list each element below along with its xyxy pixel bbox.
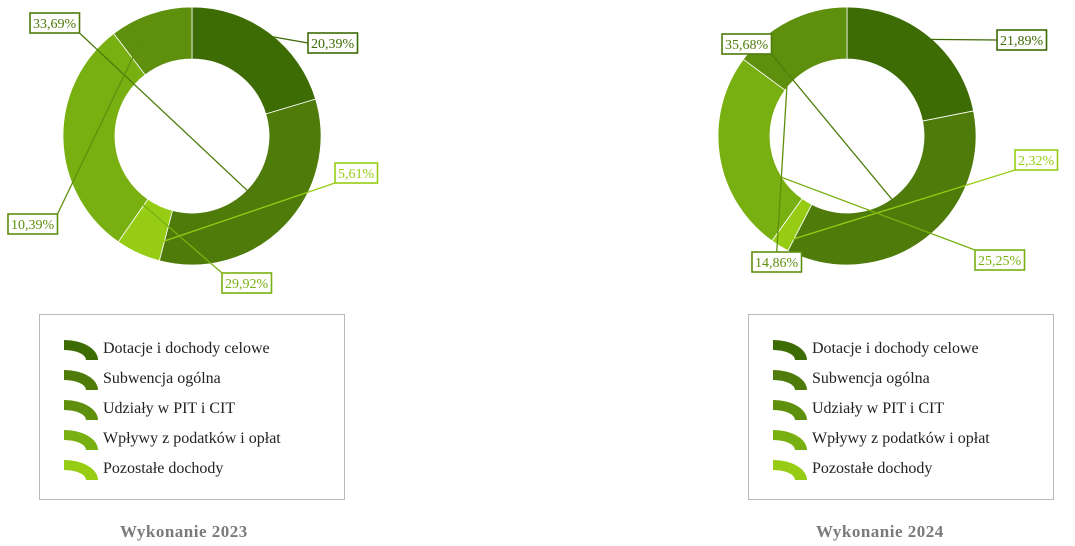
data-label-box <box>996 29 1048 51</box>
legend-swatch-arc <box>773 370 807 390</box>
legend-swatch-pozostale <box>771 458 811 480</box>
legend-swatch-arc <box>773 430 807 450</box>
legend-item-pozostale: Pozostałe dochody <box>771 458 932 480</box>
data-label-wplywy: 29,92% <box>221 272 273 294</box>
legend-item-udzialy: Udziały w PIT i CIT <box>771 398 944 420</box>
data-label-box <box>751 251 803 273</box>
legend-label-dotacje: Dotacje i dochody celowe <box>103 340 270 357</box>
donut-chart-2023: 20,39% 33,69% 5,61% 29,92% 10,39% <box>7 6 379 294</box>
data-label-text: 33,69% <box>33 17 77 32</box>
legend-swatch-dotacje <box>771 338 811 360</box>
leader-line-udzialy <box>56 17 153 215</box>
leader-line-wplywy <box>66 138 223 274</box>
data-label-pozostale: 5,61% <box>334 162 379 184</box>
legend-label-wplywy: Wpływy z podatków i opłat <box>812 430 990 447</box>
chart-panel-2024: 21,89% 35,68% 2,32% 25,25% 14,86% Dotacje i … <box>705 0 1075 546</box>
legend-swatch-dotacje <box>62 338 102 360</box>
legend-swatch-arc <box>64 340 98 360</box>
data-label-text: 35,68% <box>725 38 769 53</box>
leader-line-wplywy <box>723 154 976 251</box>
data-label-text: 2,32% <box>1018 154 1055 169</box>
legend-item-wplywy: Wpływy z podatków i opłat <box>62 428 281 450</box>
leader-line-dotacje <box>926 38 998 41</box>
leader-line-dotacje <box>266 35 309 44</box>
data-label-box <box>7 213 59 235</box>
leader-line-pozostale <box>139 182 336 251</box>
chart-caption-2024: Wykonanie 2024 <box>816 522 944 541</box>
data-label-wplywy: 25,25% <box>974 249 1026 271</box>
legend-item-wplywy: Wpływy z podatków i opłat <box>771 428 990 450</box>
data-label-box <box>29 12 81 34</box>
legend-swatch-wplywy <box>771 428 811 450</box>
data-label-text: 21,89% <box>1000 34 1044 49</box>
data-label-dotacje: 20,39% <box>307 32 359 54</box>
legend-label-pozostale: Pozostałe dochody <box>103 460 224 477</box>
legend-swatch-arc <box>773 340 807 360</box>
chart-caption-2023: Wykonanie 2023 <box>120 522 248 541</box>
legend-item-subwencja: Subwencja ogólna <box>62 368 221 390</box>
leader-line-pozostale <box>781 169 1016 244</box>
data-label-udzialy: 14,86% <box>751 251 803 273</box>
legend-2023: Dotacje i dochody celowe Subwencja ogóln… <box>39 314 345 500</box>
data-label-text: 5,61% <box>338 167 375 182</box>
legend-swatch-udzialy <box>771 398 811 420</box>
data-label-text: 10,39% <box>11 218 55 233</box>
data-label-subwencja: 35,68% <box>721 33 773 55</box>
legend-label-pozostale: Pozostałe dochody <box>812 460 933 477</box>
legend-item-dotacje: Dotacje i dochody celowe <box>771 338 979 360</box>
donut-slice-dotacje <box>846 6 975 122</box>
data-label-box <box>307 32 359 54</box>
donut-slice-subwencja <box>158 98 322 266</box>
legend-swatch-arc <box>64 400 98 420</box>
legend-2024: Dotacje i dochody celowe Subwencja ogóln… <box>748 314 1054 500</box>
legend-swatch-udzialy <box>62 398 102 420</box>
legend-label-udzialy: Udziały w PIT i CIT <box>103 400 236 417</box>
legend-swatch-subwencja <box>771 368 811 390</box>
legend-item-dotacje: Dotacje i dochody celowe <box>62 338 270 360</box>
legend-swatch-arc <box>773 400 807 420</box>
data-label-subwencja: 33,69% <box>29 12 81 34</box>
legend-label-udzialy: Udziały w PIT i CIT <box>812 400 945 417</box>
data-label-box <box>721 33 773 55</box>
data-label-box <box>1014 149 1059 171</box>
data-label-box <box>334 162 379 184</box>
data-label-text: 20,39% <box>311 37 355 52</box>
data-label-text: 25,25% <box>978 254 1022 269</box>
data-label-udzialy: 10,39% <box>7 213 59 235</box>
chart-panel-2023: 20,39% 33,69% 5,61% 29,92% 10,39% Dotacje i … <box>0 0 470 546</box>
data-label-pozostale: 2,32% <box>1014 149 1059 171</box>
leader-line-subwencja <box>79 32 283 224</box>
donut-slice-dotacje <box>191 6 317 115</box>
legend-label-dotacje: Dotacje i dochody celowe <box>812 340 979 357</box>
legend-label-subwencja: Subwencja ogólna <box>812 370 930 387</box>
data-label-box <box>974 249 1026 271</box>
data-label-dotacje: 21,89% <box>996 29 1048 51</box>
donut-slice-wplywy <box>62 32 149 243</box>
legend-label-subwencja: Subwencja ogólna <box>103 370 221 387</box>
legend-swatch-pozostale <box>62 458 102 480</box>
data-label-box <box>221 272 273 294</box>
data-label-text: 14,86% <box>755 256 799 271</box>
legend-item-udzialy: Udziały w PIT i CIT <box>62 398 235 420</box>
legend-item-subwencja: Subwencja ogólna <box>771 368 930 390</box>
leader-line-subwencja <box>770 53 923 237</box>
legend-swatch-arc <box>773 460 807 480</box>
legend-swatch-subwencja <box>62 368 102 390</box>
legend-swatch-arc <box>64 460 98 480</box>
leader-line-udzialy <box>776 24 792 253</box>
data-label-text: 29,92% <box>225 277 269 292</box>
legend-item-pozostale: Pozostałe dochody <box>62 458 223 480</box>
legend-swatch-wplywy <box>62 428 102 450</box>
legend-label-wplywy: Wpływy z podatków i opłat <box>103 430 281 447</box>
legend-swatch-arc <box>64 370 98 390</box>
donut-slice-wplywy <box>717 58 803 242</box>
donut-chart-2024: 21,89% 35,68% 2,32% 25,25% 14,86% <box>717 6 1059 273</box>
legend-swatch-arc <box>64 430 98 450</box>
